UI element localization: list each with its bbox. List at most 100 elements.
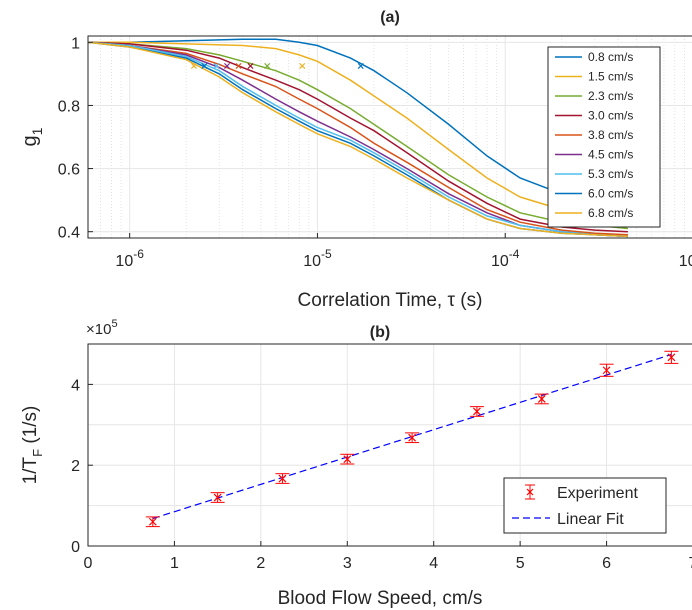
cross-marker: [264, 62, 271, 70]
x-tick-label-base: 10: [491, 253, 509, 270]
panel-b-xlabel: Blood Flow Speed, cm/s: [278, 588, 483, 609]
panel-a-legend: 0.8 cm/s 1.5 cm/s 2.3 cm/s 3.0 cm/s 3.8 cm/s…: [547, 46, 661, 228]
y-tick-label: 2: [71, 458, 80, 475]
y-tick-label: 0.6: [58, 162, 80, 179]
panel-a-title: (a): [380, 9, 400, 26]
panel-a-grid: [88, 36, 692, 238]
panel-b-y-exponent-base: ×10: [86, 321, 111, 338]
x-tick-label-base: 10: [115, 253, 133, 270]
legend-label-fit: Linear Fit: [557, 511, 624, 528]
panel-b-ylabel-main: 1/T: [20, 456, 41, 484]
x-tick-label: 0: [84, 555, 93, 572]
data-point: [210, 492, 225, 503]
series-line: [88, 41, 628, 220]
x-tick-label: 3: [343, 555, 352, 572]
x-tick-label: 2: [256, 555, 265, 572]
x-tick-label: 7: [689, 555, 692, 572]
series-line: [87, 41, 628, 238]
cross-stroke: [264, 62, 271, 70]
cross-stroke: [235, 62, 242, 70]
panel-a-markers: [190, 62, 364, 70]
cross-stroke: [299, 62, 306, 70]
data-point: [664, 350, 679, 364]
cross-marker: [190, 62, 197, 70]
panel-a-ylabel: g1: [19, 127, 45, 146]
x-tick-label-exp: -4: [509, 247, 520, 261]
x-tick-label: 1: [170, 555, 179, 572]
x-tick-label-base: 10: [303, 253, 321, 270]
fit-line: [152, 353, 672, 520]
panel-b: (b) ×105 01234567 024 Blood Flow Speed, …: [20, 318, 692, 609]
x-tick-label-exp: -5: [321, 247, 332, 261]
point-cross: [537, 395, 546, 403]
data-point: [275, 473, 290, 484]
panel-b-legend-box: [503, 477, 667, 534]
cross-marker: [235, 62, 242, 70]
legend-label: 3.8 cm/s: [588, 128, 633, 142]
cross-stroke: [190, 62, 197, 70]
panel-b-ylabel-unit: (1/s): [20, 406, 41, 449]
y-tick-label: 1: [71, 35, 80, 52]
series-line: [87, 41, 628, 236]
panel-b-y-exponent: ×105: [86, 318, 118, 338]
panel-b-legend: Experiment Linear Fit: [503, 477, 667, 534]
y-tick-label: 4: [71, 377, 80, 394]
panel-a-xlabel: Correlation Time, τ (s): [298, 290, 483, 311]
cross-marker: [201, 62, 208, 70]
panel-b-title: (b): [370, 324, 390, 341]
legend-label: 0.8 cm/s: [588, 50, 633, 64]
x-tick-label: 6: [602, 555, 611, 572]
point-cross: [278, 474, 287, 483]
x-tick-label: 10-3: [679, 247, 692, 270]
x-tick-label: 10-5: [303, 247, 332, 270]
y-tick-label: 0.4: [58, 225, 80, 242]
x-tick-label: 5: [516, 555, 525, 572]
series-line: [87, 41, 628, 238]
panel-a-ylabel-sub: 1: [29, 127, 45, 135]
panel-a: (a) 10-610-510-410-3 0.40.60.81 Correlat…: [19, 9, 692, 311]
panel-a-x-ticks: 10-610-510-410-3: [115, 233, 692, 270]
cross-stroke: [201, 62, 208, 70]
panel-b-axes-box: [87, 343, 692, 547]
legend-label: 1.5 cm/s: [588, 70, 633, 84]
panel-a-legend-box: [547, 46, 661, 228]
cross-stroke: [357, 62, 364, 70]
data-point: [405, 432, 420, 444]
panel-a-y-ticks: 0.4 0.6 0.8 1: [58, 35, 93, 242]
panel-b-legend-entries: Experiment Linear Fit: [512, 484, 638, 528]
series-line: [87, 41, 628, 230]
series-line: [87, 41, 628, 233]
data-point: [599, 363, 614, 377]
panel-b-points: [145, 350, 679, 528]
x-tick-label-base: 10: [679, 253, 692, 270]
point-cross: [408, 433, 417, 442]
legend-cross: [526, 488, 534, 496]
panel-a-axes-box: [87, 35, 692, 239]
data-point: [534, 393, 549, 405]
data-point: [145, 516, 160, 528]
legend-label-experiment: Experiment: [557, 485, 638, 502]
panel-a-ylabel-group: g1: [19, 127, 45, 146]
x-tick-label: 4: [429, 555, 438, 572]
x-tick-label-exp: -6: [133, 247, 144, 261]
panel-b-ylabel-sub: F: [30, 449, 45, 457]
point-cross: [602, 366, 611, 375]
panel-b-x-ticks: 0 1 2 3 4 5 6 7: [84, 541, 692, 572]
data-point: [469, 406, 484, 417]
x-tick-label: 10-6: [115, 247, 144, 270]
cross-marker: [299, 62, 306, 70]
point-cross: [148, 517, 157, 526]
cross-marker: [247, 62, 254, 70]
legend-label: 4.5 cm/s: [588, 148, 633, 162]
panel-b-ylabel-group: 1/TF (1/s): [20, 406, 45, 485]
legend-label: 6.8 cm/s: [588, 206, 633, 220]
legend-label: 3.0 cm/s: [588, 109, 633, 123]
cross-stroke: [224, 62, 231, 70]
point-cross: [667, 353, 676, 362]
x-tick-label: 10-4: [491, 247, 520, 270]
panel-a-ylabel-main: g: [19, 135, 41, 146]
cross-marker: [224, 62, 231, 70]
y-tick-label: 0.8: [58, 98, 80, 115]
panel-b-y-ticks: 0 2 4: [71, 377, 93, 556]
